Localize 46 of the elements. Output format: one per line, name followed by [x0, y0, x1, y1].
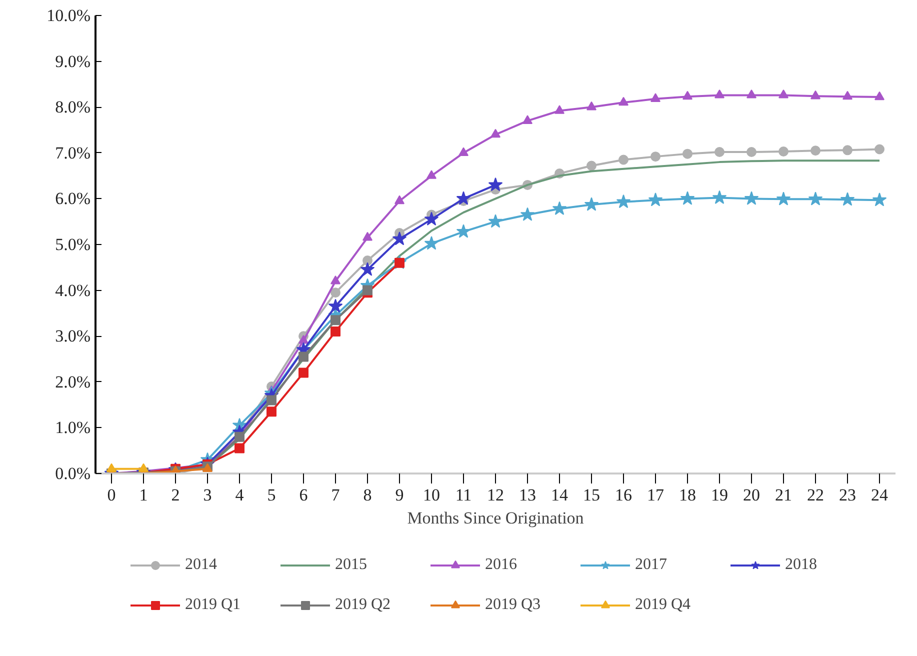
y-tick-label: 7.0% — [55, 143, 91, 162]
x-tick-label: 13 — [519, 486, 536, 504]
x-tick-label: 5 — [267, 486, 276, 504]
x-tick-label: 20 — [743, 486, 760, 504]
x-tick-label: 0 — [107, 486, 116, 504]
legend-label: 2017 — [635, 556, 668, 574]
x-tick-label: 9 — [395, 486, 404, 504]
legend-label: 2019 Q1 — [185, 596, 242, 614]
x-tick-label: 16 — [615, 486, 632, 504]
legend-label: 2014 — [185, 556, 218, 574]
y-tick-label: 4.0% — [55, 280, 91, 300]
x-tick-label: 22 — [807, 486, 824, 504]
x-tick-label: 1 — [139, 486, 148, 504]
x-tick-label: 2 — [171, 486, 180, 504]
x-axis-title: Months Since Origination — [407, 508, 584, 528]
legend-label: 2016 — [485, 556, 518, 574]
x-tick-label: 15 — [583, 486, 600, 504]
x-tick-label: 10 — [423, 486, 440, 504]
y-tick-label: 9.0% — [55, 52, 91, 71]
x-tick-label: 21 — [775, 486, 792, 504]
y-tick-label: 6.0% — [55, 189, 91, 208]
y-tick-label: 1.0% — [55, 418, 91, 438]
x-tick-label: 19 — [711, 486, 728, 504]
y-tick-label: 2.0% — [55, 372, 91, 392]
x-tick-label: 7 — [331, 486, 340, 504]
x-tick-label: 6 — [299, 486, 308, 504]
x-tick-label: 17 — [647, 486, 664, 504]
x-tick-label: 8 — [363, 486, 372, 504]
x-tick-label: 11 — [455, 486, 472, 504]
legend-label: 2019 Q3 — [485, 596, 542, 614]
y-tick-label: 8.0% — [55, 98, 91, 117]
y-tick-label: 3.0% — [55, 326, 91, 346]
legend-label: 2019 Q2 — [335, 596, 392, 614]
x-tick-label: 18 — [679, 486, 696, 504]
y-tick-label: 5.0% — [55, 235, 91, 254]
x-tick-label: 14 — [551, 486, 568, 504]
legend-label: 2015 — [335, 556, 368, 574]
x-tick-label: 23 — [839, 486, 856, 504]
legend-label: 2019 Q4 — [635, 596, 692, 614]
legend-label: 2018 — [785, 556, 818, 574]
x-tick-label: 24 — [871, 486, 888, 504]
y-tick-label: 10.0% — [46, 6, 91, 25]
x-tick-label: 4 — [235, 486, 244, 504]
x-tick-label: 3 — [203, 486, 212, 504]
x-tick-label: 12 — [487, 486, 504, 504]
y-tick-label: 0.0% — [55, 464, 91, 483]
